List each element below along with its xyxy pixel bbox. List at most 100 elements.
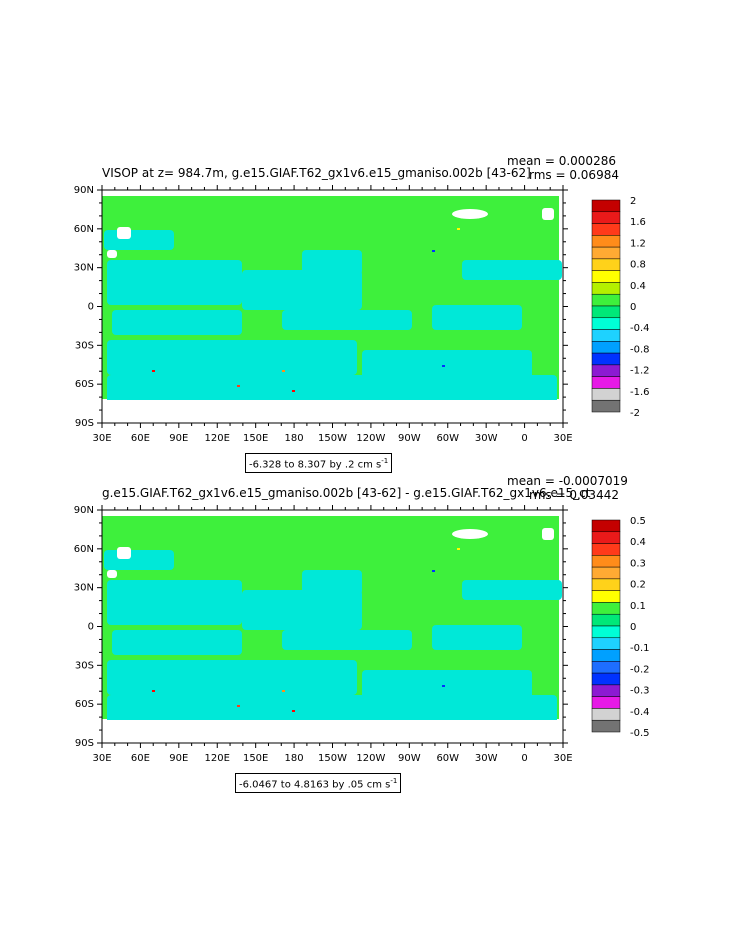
colorbar-box — [591, 672, 621, 686]
panel-title: g.e15.GIAF.T62_gx1v6.e15_gmaniso.002b [4… — [102, 486, 591, 500]
colorbar-label: -0.4 — [630, 323, 650, 334]
ocean-band — [362, 350, 532, 380]
ocean-band — [104, 230, 174, 250]
colorbar-box — [591, 235, 621, 248]
colorbar-box — [591, 282, 621, 295]
colorbar-box — [591, 376, 621, 389]
data-speckle — [442, 365, 445, 367]
colorbar-box — [591, 317, 621, 330]
lon-label: 150W — [318, 753, 347, 764]
unit-exponent: -1 — [390, 777, 398, 785]
colorbar-label: -0.8 — [630, 344, 650, 355]
colorbar-box — [591, 578, 621, 591]
mask-patch — [107, 250, 117, 258]
colorbar-box — [591, 555, 621, 568]
lon-label: 90W — [398, 753, 421, 764]
contour-range-text: -6.328 to 8.307 by .2 cm s — [249, 459, 382, 471]
data-speckle — [282, 370, 285, 372]
lon-label: 180 — [285, 433, 304, 444]
colorbar-label: 0.5 — [630, 516, 646, 527]
colorbar-label: -0.3 — [630, 686, 650, 697]
colorbar-box — [591, 199, 621, 213]
ocean-band — [432, 625, 522, 650]
colorbar-label: 0.2 — [630, 580, 646, 591]
lon-label: 30W — [475, 433, 498, 444]
colorbar-box — [591, 258, 621, 271]
mask-patch — [542, 208, 554, 220]
rms-value: rms = 0.06984 — [529, 168, 619, 182]
colorbar-box — [591, 625, 621, 639]
lat-label: 30S — [75, 340, 94, 351]
colorbar-box — [591, 364, 621, 377]
ocean-band — [112, 630, 242, 655]
unit-exponent: -1 — [381, 457, 389, 465]
ocean-band — [112, 310, 242, 335]
lon-label: 120W — [356, 433, 385, 444]
lat-label: 30N — [74, 583, 94, 594]
lon-label: 30E — [92, 753, 111, 764]
ocean-band — [302, 570, 362, 595]
mean-value: mean = 0.000286 — [507, 154, 616, 168]
lon-label: 90E — [169, 753, 188, 764]
lat-label: 90S — [75, 418, 94, 429]
lat-label: 0 — [88, 622, 94, 633]
greenland-mask — [452, 529, 488, 539]
mask-patch — [117, 547, 131, 559]
mean-value: mean = -0.0007019 — [507, 474, 628, 488]
lat-label: 60S — [75, 379, 94, 390]
colorbar-box — [591, 531, 621, 544]
colorbar-label: 1.6 — [630, 217, 646, 228]
colorbar-box — [591, 590, 621, 603]
rms-value: rms = 0.03442 — [529, 488, 619, 502]
contour-range-box: -6.328 to 8.307 by .2 cm s-1 — [245, 453, 393, 474]
colorbar-label: 0.4 — [630, 537, 646, 548]
lon-label: 60E — [131, 753, 150, 764]
lon-label: 120W — [356, 753, 385, 764]
colorbar-box — [591, 719, 621, 733]
colorbar-box — [591, 696, 621, 709]
lon-label: 30E — [553, 753, 572, 764]
lat-label: 0 — [88, 302, 94, 313]
lon-label: 150E — [243, 753, 268, 764]
lon-label: 150E — [243, 433, 268, 444]
colorbar-box — [591, 270, 621, 283]
colorbar-box — [591, 211, 621, 224]
data-speckle — [292, 710, 295, 712]
ocean-band — [282, 310, 412, 330]
lon-label: 60W — [436, 433, 459, 444]
colorbar-box — [591, 708, 621, 721]
lat-label: 30S — [75, 660, 94, 671]
lat-label: 90N — [74, 185, 94, 196]
lon-label: 0 — [521, 753, 527, 764]
ocean-band — [107, 660, 357, 695]
contour-range-box: -6.0467 to 4.8163 by .05 cm s-1 — [235, 773, 402, 794]
ocean-band — [462, 260, 562, 280]
colorbar-box — [591, 341, 621, 354]
colorbar-label: -2 — [630, 408, 640, 419]
colorbar-box — [591, 399, 621, 413]
colorbar-label: 0 — [630, 302, 636, 313]
lon-label: 120E — [205, 753, 230, 764]
colorbar-box — [591, 543, 621, 556]
lat-label: 30N — [74, 263, 94, 274]
antarctic-mask — [102, 400, 563, 423]
colorbar-label: -1.6 — [630, 387, 650, 398]
panel-title: VISOP at z= 984.7m, g.e15.GIAF.T62_gx1v6… — [102, 166, 531, 180]
colorbar-label: -0.1 — [630, 643, 650, 654]
ocean-band — [107, 375, 557, 405]
colorbar-label: -0.5 — [630, 728, 650, 739]
colorbar-box — [591, 637, 621, 650]
colorbar-box — [591, 388, 621, 401]
greenland-mask — [452, 209, 488, 219]
data-speckle — [457, 228, 460, 230]
lat-label: 60N — [74, 224, 94, 235]
colorbar-label: 2 — [630, 196, 636, 207]
colorbar-box — [591, 684, 621, 697]
colorbar-box — [591, 329, 621, 342]
data-speckle — [152, 690, 155, 692]
data-speckle — [237, 385, 240, 387]
lon-label: 60W — [436, 753, 459, 764]
data-speckle — [237, 705, 240, 707]
colorbar-label: 1.2 — [630, 238, 646, 249]
map-top: 90N 60N 30N 0 30S 60S 90S 30E 60E 90E 120E 150E 180 1… — [74, 185, 650, 444]
